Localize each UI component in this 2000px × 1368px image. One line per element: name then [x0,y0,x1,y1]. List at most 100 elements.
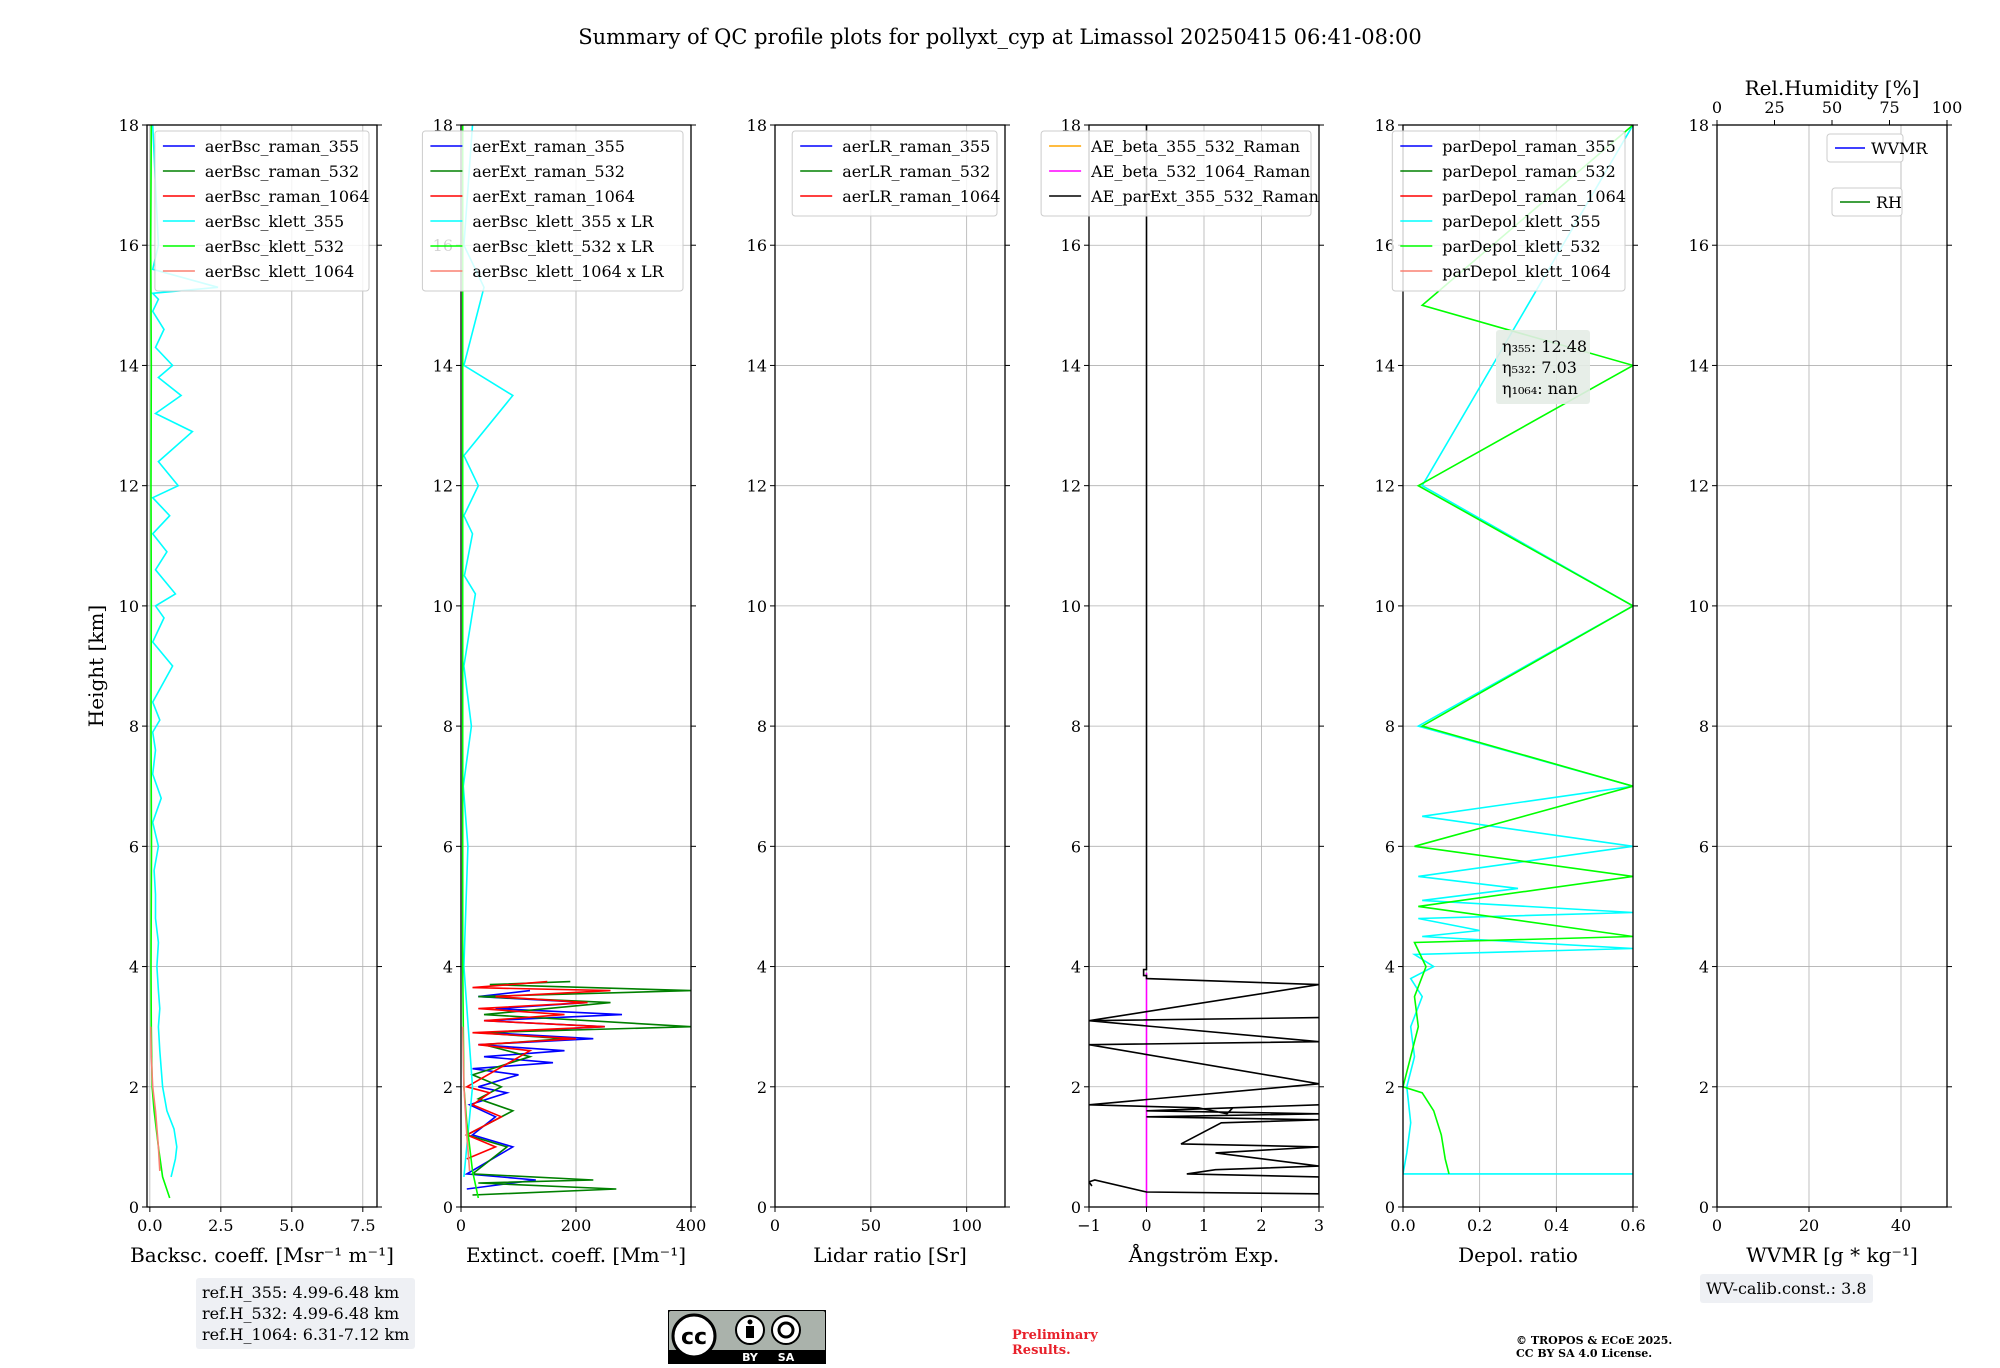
top-x-tick-label: 50 [1822,98,1842,117]
legend-box [1040,130,1312,217]
x-tick-label: 40 [1891,1216,1911,1235]
legend-label: aerBsc_raman_532 [205,162,359,181]
y-tick-label: 6 [1385,837,1395,856]
y-tick-label: 12 [433,477,453,496]
top-x-tick-label: 75 [1879,98,1899,117]
y-tick-label: 16 [1061,236,1081,255]
y-tick-label: 18 [747,116,767,135]
y-tick-label: 0 [1699,1198,1709,1217]
sa-icon [771,1315,801,1345]
y-tick-label: 0 [1071,1198,1081,1217]
series-group [149,125,219,1199]
legend-label: aerLR_raman_355 [842,137,990,156]
y-tick-label: 18 [1689,116,1709,135]
y-tick-label: 10 [433,597,453,616]
series-line-parDepol_klett_532 [1403,125,1633,1175]
y-tick-label: 8 [1071,717,1081,736]
y-tick-label: 6 [757,837,767,856]
legend-box [1391,130,1626,292]
eta-annotation-box [1496,330,1590,404]
y-tick-label: 10 [1689,597,1709,616]
y-tick-label: 2 [129,1078,139,1097]
top-x-axis-label: Rel.Humidity [%] [1745,76,1920,100]
eta-annotation-eta355: η₃₅₅: 12.48 [1502,337,1587,356]
y-tick-label: 8 [1699,717,1709,736]
y-tick-label: 12 [1375,477,1395,496]
y-tick-label: 4 [1699,958,1709,977]
legend-label: aerBsc_klett_355 x LR [472,212,654,231]
series-group [1403,125,1633,1175]
y-tick-label: 2 [757,1078,767,1097]
legend-label: aerBsc_klett_1064 [205,262,354,281]
y-tick-label: 2 [443,1078,453,1097]
x-tick-label: 0.4 [1544,1216,1569,1235]
y-tick-label: 12 [1061,477,1081,496]
x-tick-label: 2.5 [208,1216,233,1235]
y-tick-label: 14 [1375,356,1395,375]
y-tick-label: 16 [747,236,767,255]
preliminary-results-note: Preliminary Results. [1012,1328,1098,1358]
legend-label: aerBsc_raman_355 [205,137,359,156]
legend-label: aerBsc_klett_355 [205,212,344,231]
series-line-aerBsc_klett_1064 x LR [461,1026,471,1171]
legend-label: WVMR [1871,139,1928,158]
axes-frame [774,124,1006,1208]
ref-height-355: ref.H_355: 4.99-6.48 km [202,1283,400,1302]
series-line-aerBsc_klett_355 [150,125,219,1178]
y-tick-label: 4 [443,958,453,977]
series-line-parDepol_klett_355 [1403,125,1633,1175]
x-tick-label: 200 [561,1216,592,1235]
panel-depol: 0 2 4 6 8 10 12 14 16 18 0.0 0.2 0.4 0.6 Depol. ratio p… [1375,116,1646,1267]
legend-label: parDepol_raman_532 [1442,162,1615,181]
y-tick-label: 2 [1385,1078,1395,1097]
y-tick-label: 12 [119,477,139,496]
legend-label: parDepol_raman_1064 [1442,187,1626,206]
top-x-tick-label: 100 [1932,98,1963,117]
y-tick-label: 10 [119,597,139,616]
x-axis-label: Ångström Exp. [1128,1242,1279,1267]
y-tick-label: 14 [1061,356,1081,375]
by-label: BY [742,1351,759,1364]
eta-annotation-eta1064: η₁₀₆₄: nan [1502,379,1578,398]
panel-lidar-ratio: 0 2 4 6 8 10 12 14 16 18 0 50 100 Lidar ratio [Sr] aer… [747,116,1010,1267]
legend-label: aerBsc_klett_532 [205,237,344,256]
copyright-line1: © TROPOS & ECoE 2025. [1516,1334,1673,1347]
x-tick-label: 0 [1712,1216,1722,1235]
x-axis-label: Lidar ratio [Sr] [813,1243,967,1267]
y-tick-label: 10 [1061,597,1081,616]
y-tick-label: 8 [443,717,453,736]
cc-license-badge: cc BY SA [667,1309,827,1365]
legend-label: AE_beta_532_1064_Raman [1090,162,1310,181]
y-tick-label: 10 [1375,597,1395,616]
legend-label: AE_parExt_355_532_Raman [1090,187,1319,206]
x-tick-label: 2 [1256,1216,1266,1235]
y-tick-label: 8 [1385,717,1395,736]
y-tick-label: 6 [1699,837,1709,856]
top-x-tick-label: 25 [1764,98,1784,117]
legend-label: AE_beta_355_532_Raman [1090,137,1300,156]
x-tick-label: 7.5 [350,1216,375,1235]
x-axis-label: Extinct. coeff. [Mm⁻¹] [466,1243,686,1267]
legend-label: aerBsc_klett_532 x LR [472,237,654,256]
x-tick-label: 1 [1199,1216,1209,1235]
x-tick-label: −1 [1077,1216,1101,1235]
x-tick-label: 0.0 [137,1216,162,1235]
x-axis-label: Backsc. coeff. [Msr⁻¹ m⁻¹] [130,1243,394,1267]
y-tick-label: 6 [443,837,453,856]
x-tick-label: 0 [1141,1216,1151,1235]
sa-label: SA [778,1351,795,1364]
y-tick-label: 16 [1375,236,1395,255]
series-line-aerBsc_klett_355 x LR [462,125,514,1177]
x-tick-label: 0.6 [1620,1216,1645,1235]
y-tick-label: 4 [1071,958,1081,977]
legend-label: RH [1876,193,1902,212]
legend-box [154,130,370,292]
y-tick-label: 0 [443,1198,453,1217]
x-tick-label: 400 [676,1216,707,1235]
x-tick-label: 50 [861,1216,881,1235]
y-tick-label: 4 [129,958,139,977]
x-tick-label: 3 [1314,1216,1324,1235]
